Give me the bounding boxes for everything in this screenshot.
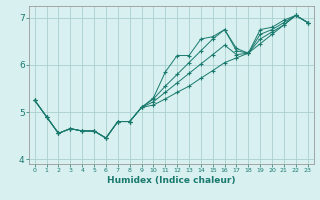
X-axis label: Humidex (Indice chaleur): Humidex (Indice chaleur) (107, 176, 236, 185)
